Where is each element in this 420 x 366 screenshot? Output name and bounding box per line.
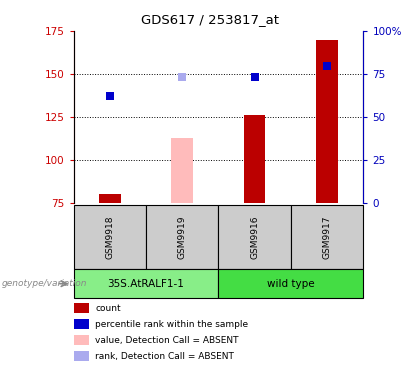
Text: GSM9916: GSM9916 (250, 215, 259, 259)
Point (251, 74, 258, 80)
Bar (146, 205, 218, 269)
Text: GDS617 / 253817_at: GDS617 / 253817_at (141, 13, 279, 26)
Text: 35S.AtRALF1-1: 35S.AtRALF1-1 (108, 279, 184, 289)
Bar (74, 303, 89, 313)
Text: genotype/variation: genotype/variation (2, 279, 88, 288)
Text: wild type: wild type (267, 279, 315, 289)
Point (324, 63, 331, 68)
Text: GSM9918: GSM9918 (105, 215, 114, 259)
Text: count: count (95, 304, 121, 313)
Text: GSM9919: GSM9919 (178, 215, 186, 259)
Bar (74, 335, 89, 345)
Text: percentile rank within the sample: percentile rank within the sample (95, 320, 248, 329)
Bar (171, 138, 193, 203)
Bar (218, 205, 291, 269)
Bar (74, 269, 218, 298)
Bar (218, 269, 363, 298)
Bar (74, 205, 146, 269)
Text: GSM9917: GSM9917 (323, 215, 331, 259)
Bar (291, 205, 363, 269)
Point (106, 94, 113, 100)
Bar (244, 115, 265, 203)
Bar (99, 194, 121, 203)
Bar (316, 40, 338, 203)
Bar (74, 351, 89, 361)
Text: rank, Detection Call = ABSENT: rank, Detection Call = ABSENT (95, 352, 234, 361)
Text: value, Detection Call = ABSENT: value, Detection Call = ABSENT (95, 336, 239, 345)
Point (179, 74, 186, 80)
Bar (74, 319, 89, 329)
